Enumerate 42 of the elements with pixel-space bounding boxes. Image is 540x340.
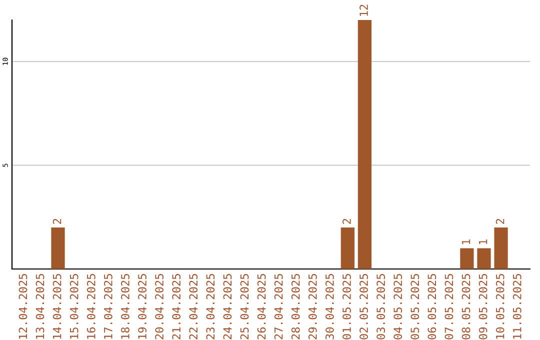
x-tick-label: 02.05.2025 <box>360 274 368 340</box>
x-tick-label: 08.05.2025 <box>462 274 470 340</box>
x-tick-label: 21.04.2025 <box>172 274 181 340</box>
data-label: 2 <box>496 218 504 224</box>
x-tick-label: 29.04.2025 <box>308 274 317 340</box>
data-label: 1 <box>478 240 488 244</box>
x-tick-label: 30.04.2025 <box>325 274 334 340</box>
x-tick-label: 03.05.2025 <box>376 274 386 340</box>
x-tick-label: 14.04.2025 <box>52 274 62 339</box>
x-tick-label: 15.04.2025 <box>70 274 78 339</box>
x-tick-label: 20.04.2025 <box>155 274 164 340</box>
data-label: 2 <box>52 218 62 224</box>
x-tick-label: 22.04.2025 <box>189 274 198 340</box>
x-tick-label: 01.05.2025 <box>342 274 351 340</box>
bar <box>477 248 491 269</box>
x-tick-label: 09.05.2025 <box>478 274 488 340</box>
x-tick-label: 04.05.2025 <box>394 274 402 340</box>
x-tick-label: 26.04.2025 <box>257 274 266 340</box>
x-tick-label: 11.05.2025 <box>512 274 522 339</box>
x-tick-label: 28.04.2025 <box>291 274 300 340</box>
x-tick-label: 12.04.2025 <box>18 274 28 339</box>
bar <box>494 228 508 269</box>
x-tick-label: 07.05.2025 <box>444 274 454 340</box>
bar <box>358 20 372 269</box>
bar <box>460 248 474 269</box>
x-tick-label: 17.04.2025 <box>104 274 112 339</box>
x-tick-label: 16.04.2025 <box>86 274 96 339</box>
x-tick-label: 27.04.2025 <box>274 274 283 340</box>
x-tick-label: 24.04.2025 <box>223 274 232 340</box>
x-tick-label: 13.04.2025 <box>36 274 44 339</box>
data-label: 1 <box>462 240 470 244</box>
bar <box>51 228 65 269</box>
x-tick-label: 25.04.2025 <box>240 274 249 340</box>
x-tick-label: 06.05.2025 <box>428 274 436 340</box>
x-tick-label: 23.04.2025 <box>206 274 215 340</box>
bar <box>340 228 354 269</box>
x-tick-label: 19.04.2025 <box>138 274 146 339</box>
x-tick-label: 10.05.2025 <box>496 274 504 339</box>
x-tick-label: 05.05.2025 <box>410 274 420 340</box>
x-tick-label: 18.04.2025 <box>121 274 130 339</box>
data-label: 12 <box>360 4 368 16</box>
data-label: 2 <box>342 218 351 224</box>
